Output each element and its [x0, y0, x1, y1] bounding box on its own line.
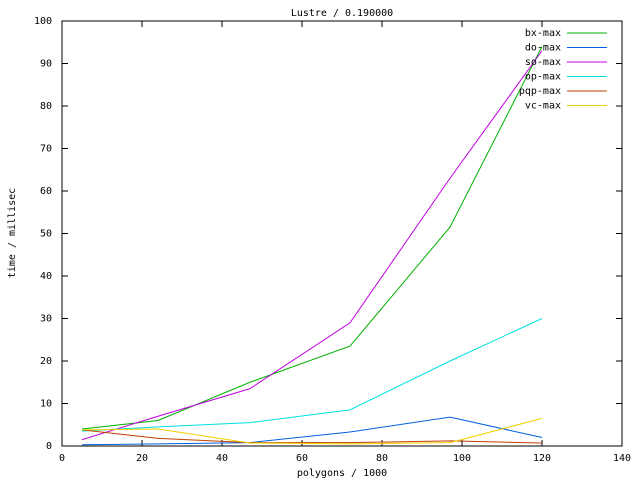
y-tick-label: 90	[40, 59, 52, 70]
x-tick-label: 140	[613, 453, 631, 464]
y-tick-label: 10	[40, 399, 52, 410]
series-line	[81, 50, 543, 441]
y-tick-label: 0	[46, 441, 52, 452]
legend-label: do-max	[525, 43, 561, 54]
legend-label: so-max	[525, 57, 561, 68]
legend-label: op-max	[525, 72, 561, 83]
y-axis-label: time / millisec	[7, 188, 18, 278]
y-tick-label: 80	[40, 101, 52, 112]
series-line	[81, 417, 543, 445]
y-tick-label: 100	[34, 16, 52, 27]
x-tick-label: 80	[376, 453, 388, 464]
legend-label: pqp-max	[519, 86, 561, 97]
legend-label: bx-max	[525, 28, 561, 39]
x-tick-label: 20	[136, 453, 148, 464]
series-line	[81, 46, 543, 430]
series-line	[81, 416, 543, 446]
x-tick-label: 120	[533, 453, 551, 464]
x-tick-label: 0	[59, 453, 65, 464]
legend-label: vc-max	[525, 101, 561, 112]
plot-border	[61, 20, 623, 447]
y-tick-label: 50	[40, 229, 52, 240]
x-tick-label: 40	[216, 453, 228, 464]
series-line	[81, 318, 543, 432]
x-tick-label: 100	[453, 453, 471, 464]
y-tick-label: 70	[40, 144, 52, 155]
y-tick-label: 60	[40, 186, 52, 197]
chart-title: Lustre / 0.190000	[291, 8, 393, 19]
x-axis-label: polygons / 1000	[297, 468, 387, 479]
series-line	[81, 429, 543, 444]
y-tick-label: 20	[40, 356, 52, 367]
y-tick-label: 30	[40, 314, 52, 325]
y-tick-label: 40	[40, 271, 52, 282]
x-tick-label: 60	[296, 453, 308, 464]
